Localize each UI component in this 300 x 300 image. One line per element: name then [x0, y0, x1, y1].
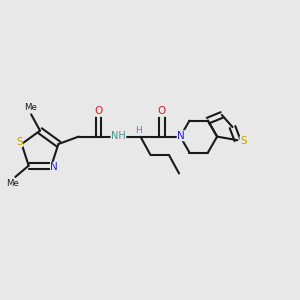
Text: O: O: [158, 106, 166, 116]
Text: S: S: [240, 136, 247, 146]
Text: N: N: [177, 131, 185, 141]
Text: H: H: [135, 126, 142, 135]
Text: N: N: [50, 162, 58, 172]
Text: O: O: [95, 106, 103, 116]
Text: NH: NH: [111, 131, 126, 141]
Text: S: S: [16, 137, 22, 147]
Text: Me: Me: [7, 179, 20, 188]
Text: Me: Me: [24, 103, 37, 112]
